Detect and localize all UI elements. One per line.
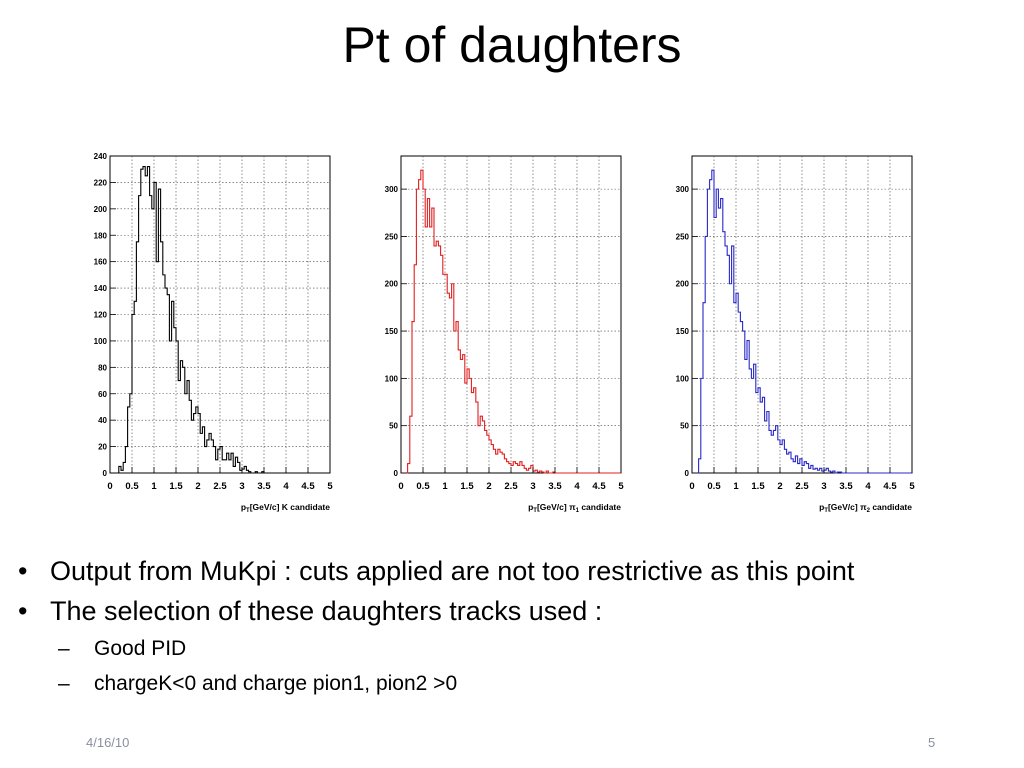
- y-tick-label: 100: [94, 337, 108, 346]
- histogram-svg: 0 0.5 1 1.5 2 2.5 3 3.5 4 4.5 5050100150200250300p…: [676, 155, 915, 514]
- x-tick-label: 3: [239, 481, 244, 492]
- histogram-svg: 0 0.5 1 1.5 2 2.5 3 3.5 4 4.5 5050100150200250300p…: [385, 155, 624, 514]
- bullet-dot: •: [18, 556, 28, 586]
- y-tick-label: 250: [676, 232, 690, 241]
- x-tick-label: 2: [777, 481, 782, 492]
- y-tick-label: 240: [94, 152, 108, 161]
- histogram-k-pt: 0 0.5 1 1.5 2 2.5 3 3.5 4 4.5 5 0 20 40 60 80 100 120 140 1…: [82, 148, 352, 518]
- y-tick-label: 80: [98, 363, 107, 372]
- x-tick-label: 5: [327, 481, 333, 492]
- page-number: 5: [928, 735, 936, 750]
- x-tick-label: 1.5: [460, 481, 474, 492]
- y-tick-label: 200: [385, 280, 399, 289]
- y-tick-label: 300: [385, 185, 399, 194]
- bullet-text: Output from MuKpi : cuts applied are not…: [50, 556, 855, 586]
- y-tick-label: 0: [685, 469, 690, 478]
- y-tick-label: 250: [385, 232, 399, 241]
- x-tick-label: 0.5: [416, 481, 430, 492]
- x-tick-label: 4.5: [883, 481, 897, 492]
- x-tick-label: 2.5: [795, 481, 809, 492]
- y-tick-label: 180: [94, 231, 108, 240]
- sub-bullet-text: chargeK<0 and charge pion1, pion2 >0: [94, 672, 458, 695]
- sub-bullet-dash: –: [58, 672, 70, 695]
- x-tick-label: 4.5: [301, 481, 315, 492]
- x-tick-label: 2.5: [213, 481, 227, 492]
- histogram-pion2-pt: 0 0.5 1 1.5 2 2.5 3 3.5 4 4.5 5 0 50 100 150 200 250 300 p…: [664, 148, 934, 518]
- x-tick-label: 3: [530, 481, 535, 492]
- y-tick-label: 0: [103, 469, 108, 478]
- x-tick-label: 2.5: [504, 481, 518, 492]
- sub-bullet-text: Good PID: [94, 637, 187, 660]
- x-tick-label: 1: [733, 481, 739, 492]
- x-tick-label: 2: [486, 481, 491, 492]
- histogram-outline: [110, 166, 330, 474]
- y-tick-label: 20: [98, 443, 107, 452]
- x-tick-label: 1.5: [751, 481, 765, 492]
- y-tick-label: 100: [385, 374, 399, 383]
- x-tick-label: 1: [442, 481, 448, 492]
- y-tick-label: 200: [94, 205, 108, 214]
- y-tick-label: 150: [676, 327, 690, 336]
- sub-bullet-item: – chargeK<0 and charge pion1, pion2 >0: [18, 666, 1018, 701]
- x-tick-label: 0.5: [707, 481, 721, 492]
- histogram-outline: [692, 169, 912, 474]
- x-tick-label: 5: [618, 481, 624, 492]
- y-tick-label: 40: [98, 416, 107, 425]
- x-tick-label: 3.5: [548, 481, 562, 492]
- x-tick-label: 3.5: [257, 481, 271, 492]
- x-tick-label: 4: [574, 481, 580, 492]
- y-tick-label: 50: [389, 422, 398, 431]
- bullet-list: • Output from MuKpi : cuts applied are n…: [18, 551, 1018, 701]
- footer-date: 4/16/10: [86, 735, 130, 750]
- x-axis-label: pT[GeV/c] π1 candidate: [528, 502, 621, 514]
- bullet-item: • The selection of these daughters track…: [18, 591, 1018, 631]
- x-tick-label: 1.5: [169, 481, 183, 492]
- x-tick-label: 0: [689, 481, 694, 492]
- bullet-text: The selection of these daughters tracks …: [50, 596, 603, 626]
- y-tick-label: 120: [94, 311, 108, 320]
- y-tick-label: 160: [94, 258, 108, 267]
- y-tick-label: 100: [676, 374, 690, 383]
- histogram-outline: [401, 169, 621, 474]
- x-tick-label: 0.5: [125, 481, 139, 492]
- x-tick-label: 3.5: [839, 481, 853, 492]
- y-tick-label: 0: [394, 469, 399, 478]
- x-axis-label: pT[GeV/c] π2 candidate: [819, 502, 912, 514]
- y-tick-label: 140: [94, 284, 108, 293]
- x-axis-label: pT[GeV/c] K candidate: [241, 502, 330, 514]
- x-tick-label: 1: [151, 481, 157, 492]
- bullet-dot: •: [18, 596, 28, 626]
- y-tick-label: 220: [94, 178, 108, 187]
- histogram-svg: 0 0.5 1 1.5 2 2.5 3 3.5 4 4.5 5 0 20 40 60 80 100 120 140 1…: [94, 152, 334, 514]
- x-tick-label: 0: [398, 481, 403, 492]
- x-tick-label: 3: [821, 481, 826, 492]
- y-tick-label: 200: [676, 280, 690, 289]
- bullet-item: • Output from MuKpi : cuts applied are n…: [18, 551, 1018, 591]
- x-tick-label: 4.5: [592, 481, 606, 492]
- y-tick-label: 60: [98, 390, 107, 399]
- y-tick-label: 300: [676, 185, 690, 194]
- y-tick-label: 150: [385, 327, 399, 336]
- sub-bullet-item: – Good PID: [18, 631, 1018, 666]
- sub-bullet-dash: –: [58, 637, 70, 660]
- slide-title: Pt of daughters: [342, 17, 682, 73]
- y-tick-label: 50: [680, 422, 689, 431]
- x-tick-label: 4: [865, 481, 871, 492]
- x-tick-label: 5: [909, 481, 915, 492]
- x-tick-label: 4: [283, 481, 289, 492]
- x-tick-label: 0: [107, 481, 112, 492]
- x-tick-label: 2: [195, 481, 200, 492]
- histogram-pion1-pt: 0 0.5 1 1.5 2 2.5 3 3.5 4 4.5 5 0 50 100 150 200 250 300 p…: [373, 148, 643, 518]
